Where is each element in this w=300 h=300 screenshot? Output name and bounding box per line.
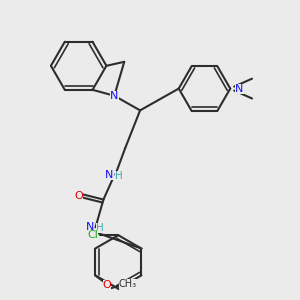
Text: H: H	[116, 171, 123, 181]
Text: N: N	[235, 84, 244, 94]
Text: H: H	[96, 223, 103, 233]
Text: N: N	[85, 222, 94, 232]
Text: N: N	[105, 170, 114, 180]
Text: N: N	[110, 91, 118, 101]
Text: O: O	[103, 280, 111, 290]
Text: O: O	[74, 190, 83, 201]
Text: Cl: Cl	[87, 230, 98, 240]
Text: CH₃: CH₃	[119, 279, 137, 289]
